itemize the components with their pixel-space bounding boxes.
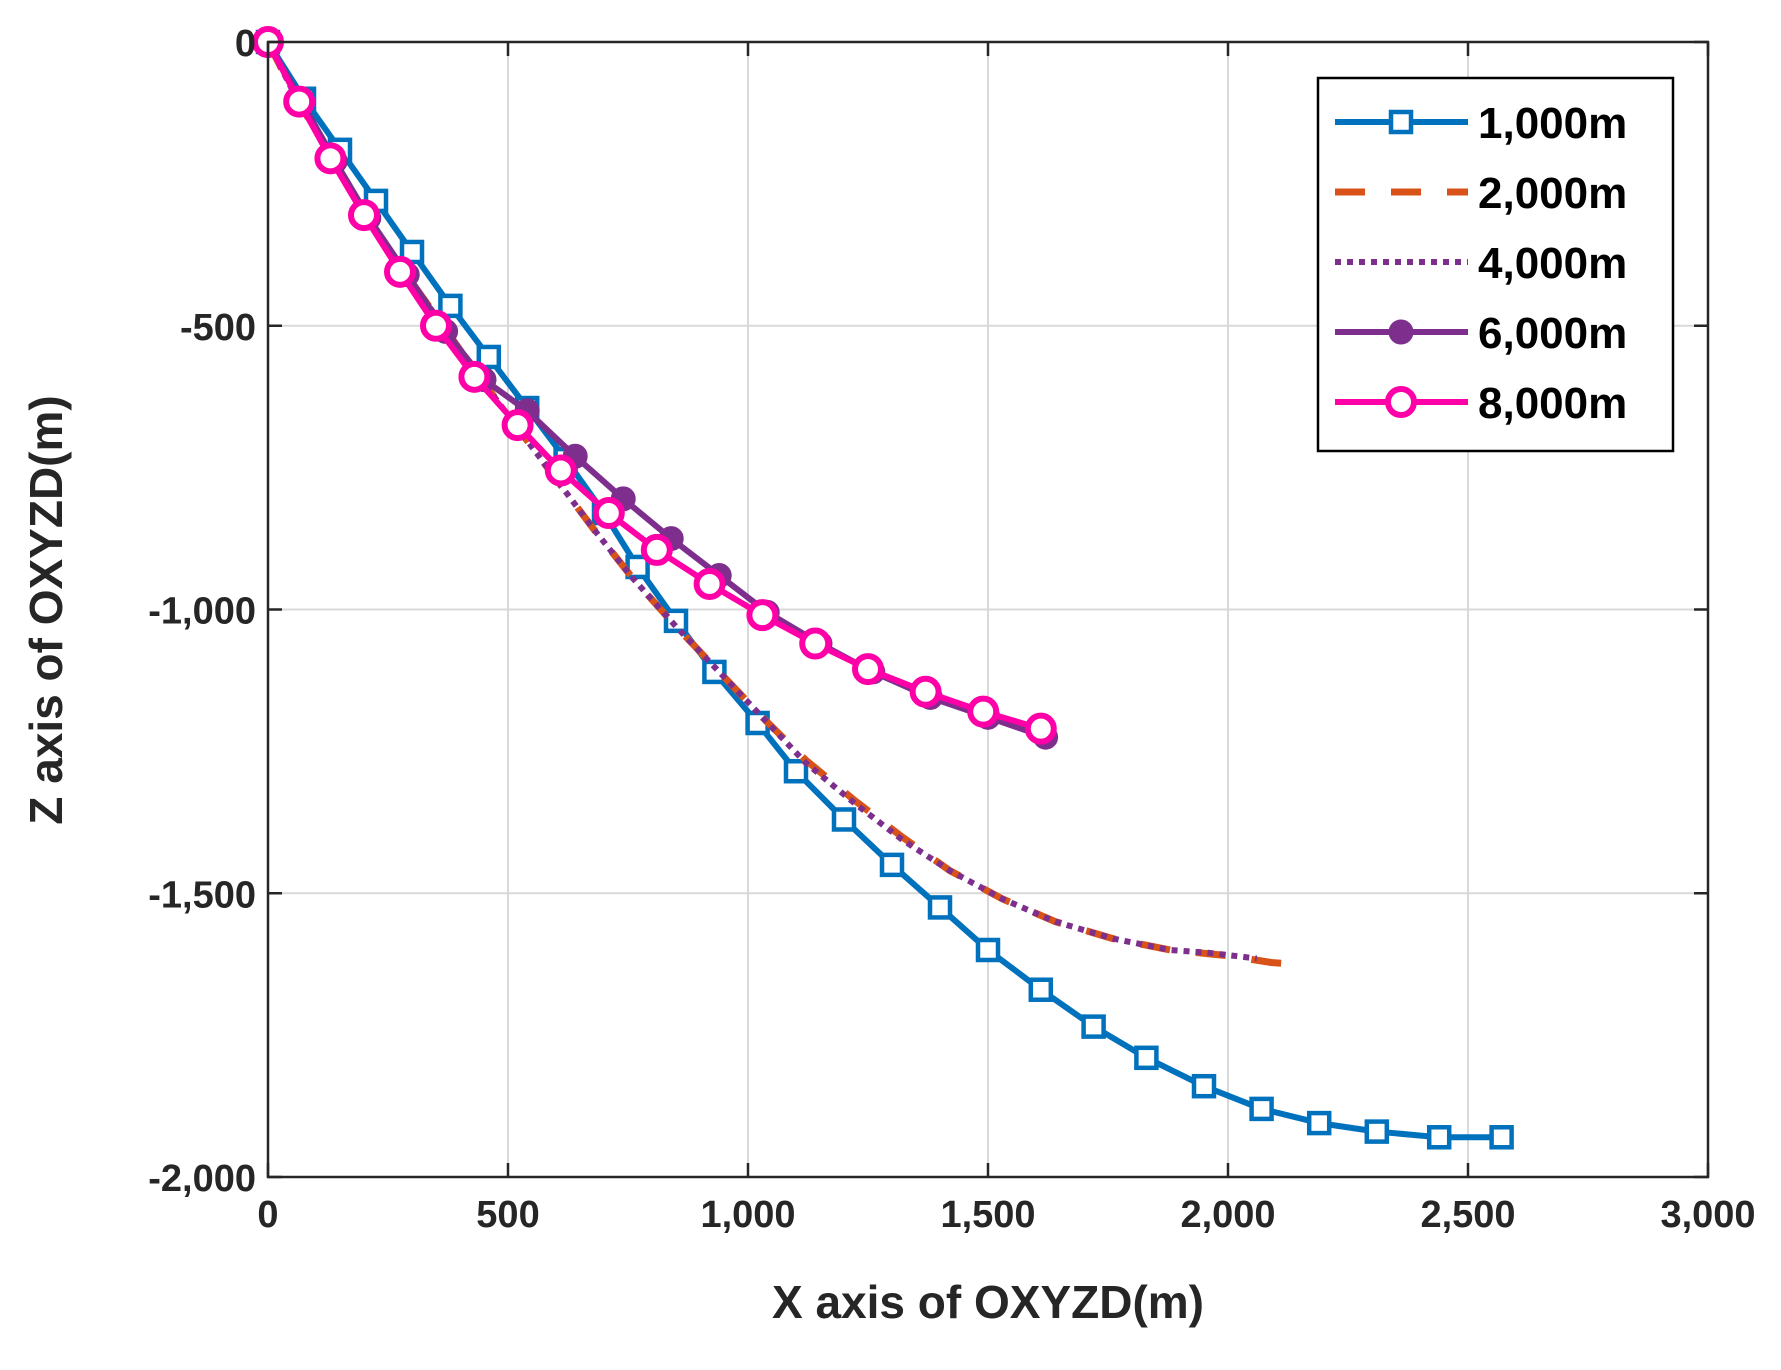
data-point — [384, 255, 416, 288]
legend-label: 2,000m — [1478, 169, 1627, 218]
y-tick-label: -500 — [180, 307, 256, 349]
data-point — [693, 567, 726, 600]
legend-item: 8,000m — [1335, 379, 1627, 428]
x-tick-label: 3,000 — [1660, 1194, 1755, 1236]
data-point — [746, 599, 779, 632]
x-tick-label: 1,000 — [700, 1194, 795, 1236]
data-point — [1134, 1045, 1159, 1071]
series-layer — [252, 26, 1514, 1150]
data-point — [1364, 1119, 1390, 1144]
legend: 1,000m 2,000m 4,000m 6,000m 8,000m — [1316, 76, 1675, 453]
data-point — [909, 675, 942, 708]
y-tick-label: -1,000 — [148, 591, 256, 633]
legend-label: 4,000m — [1478, 239, 1627, 288]
legend-item: 1,000m — [1335, 99, 1627, 148]
data-point — [831, 807, 857, 832]
x-tick-label: 500 — [476, 1194, 539, 1236]
y-tick-label: 0 — [235, 23, 256, 65]
data-point — [544, 454, 577, 487]
series-8,000m — [252, 26, 1057, 745]
series-6,000m — [255, 29, 1059, 750]
x-tick-label: 1,500 — [940, 1194, 1035, 1236]
data-point — [1191, 1073, 1217, 1099]
ticks: 0 500 1,000 1,500 2,000 2,500 3,000 0 -500 -1,000… — [148, 23, 1755, 1236]
y-tick-label: -1,500 — [148, 874, 256, 916]
data-point — [420, 309, 452, 342]
series-line — [265, 40, 1502, 1141]
data-point — [1306, 1110, 1332, 1136]
data-point — [458, 360, 491, 393]
series-4,000m — [265, 40, 1258, 962]
y-tick-label: -2,000 — [148, 1158, 256, 1200]
data-point — [799, 627, 832, 660]
legend-item: 6,000m — [1335, 309, 1627, 358]
series-line — [265, 40, 1047, 741]
data-point — [438, 293, 463, 319]
data-point — [783, 758, 809, 784]
x-tick-label: 2,500 — [1420, 1194, 1515, 1236]
legend-box — [1316, 76, 1675, 453]
data-point — [1081, 1014, 1106, 1039]
data-point — [640, 533, 673, 566]
legend-swatch-marker — [1385, 386, 1417, 418]
data-point — [702, 659, 727, 685]
data-point — [1249, 1096, 1274, 1122]
y-axis-title: Z axis of OXYZD(m) — [20, 395, 72, 824]
data-point — [592, 497, 625, 530]
legend-item: 2,000m — [1335, 169, 1627, 218]
data-point — [1426, 1125, 1452, 1150]
legend-swatch-marker — [1388, 319, 1414, 345]
legend-label: 8,000m — [1478, 379, 1627, 428]
series-line — [265, 40, 1258, 962]
data-point — [967, 695, 1000, 728]
data-point — [283, 85, 316, 118]
data-point — [1489, 1125, 1514, 1150]
legend-label: 6,000m — [1478, 309, 1627, 358]
data-point — [663, 608, 689, 634]
data-point — [501, 409, 534, 442]
legend-item: 4,000m — [1335, 239, 1627, 288]
x-tick-label: 2,000 — [1180, 1194, 1275, 1236]
series-2,000m — [264, 40, 1296, 968]
legend-label: 1,000m — [1478, 99, 1627, 148]
series-line — [264, 40, 1296, 968]
x-tick-label: 0 — [257, 1194, 278, 1236]
x-axis-title: X axis of OXYZD(m) — [772, 1276, 1204, 1328]
data-point — [879, 852, 905, 878]
legend-swatch-marker — [1388, 109, 1414, 135]
data-point — [927, 895, 953, 920]
data-point — [476, 344, 502, 370]
data-point — [975, 937, 1001, 963]
data-point — [1028, 977, 1054, 1002]
data-point — [852, 653, 884, 686]
data-point — [348, 199, 380, 232]
series-line — [265, 40, 1042, 732]
data-point — [314, 142, 347, 175]
data-point — [1024, 712, 1057, 745]
